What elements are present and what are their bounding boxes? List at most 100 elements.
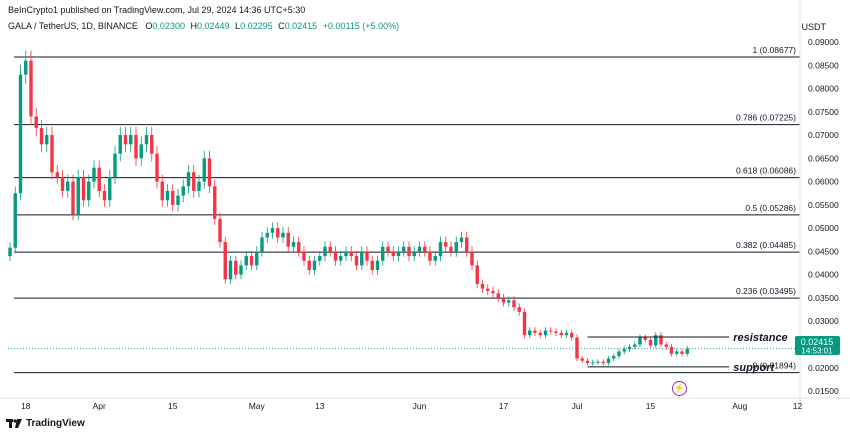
candle-body xyxy=(533,330,537,333)
candle-body xyxy=(60,176,65,191)
resistance-label: resistance xyxy=(733,332,787,344)
candle-body xyxy=(297,242,301,252)
annotations: resistance support xyxy=(587,332,788,374)
candle-body xyxy=(423,246,427,252)
candle-body xyxy=(391,251,395,257)
candle-body xyxy=(323,246,327,257)
candle-body xyxy=(407,246,411,257)
candle-body xyxy=(470,251,474,266)
candle-body xyxy=(365,251,369,261)
candle-body xyxy=(554,331,558,333)
candle-body xyxy=(155,153,159,182)
price-tick-label: 0.07500 xyxy=(808,107,839,117)
candle-body xyxy=(344,251,348,257)
candle-body xyxy=(255,251,259,266)
price-tick-label: 0.04000 xyxy=(808,270,839,280)
candles xyxy=(8,50,689,366)
candle-body xyxy=(92,167,96,182)
candle-body xyxy=(417,246,422,252)
candle-body xyxy=(501,297,506,303)
last-price-value: 0.02415 xyxy=(801,337,834,347)
candle-body xyxy=(381,246,385,261)
candle-body xyxy=(396,251,401,257)
candle-body xyxy=(412,251,416,257)
candle-body xyxy=(34,116,38,129)
candle-body xyxy=(370,260,374,271)
last-price-tag: 0.02415 14:53:01 xyxy=(795,336,840,356)
time-tick-label: 12 xyxy=(793,401,803,411)
time-axis[interactable]: 18 Apr 15 May 13 Jun 17 Jul 15 Aug 12 xyxy=(0,397,850,411)
candle-body xyxy=(622,349,626,352)
candle-body xyxy=(449,246,453,252)
candle-body xyxy=(575,337,579,359)
close-value: 0.02415 xyxy=(284,21,318,31)
candle-body xyxy=(129,135,133,145)
candle-body xyxy=(643,337,647,340)
candle-body xyxy=(543,330,548,336)
candle-body xyxy=(627,346,632,350)
fib-level-label: 0.236 (0.03495) xyxy=(736,286,796,296)
candle-body xyxy=(580,358,584,361)
price-axis[interactable]: 0.09000 0.08500 0.08000 0.07500 0.07000 0.065… xyxy=(799,0,839,412)
price-tick-label: 0.03500 xyxy=(808,293,839,303)
time-tick-label: Apr xyxy=(93,401,106,411)
low-value: 0.02295 xyxy=(240,21,273,31)
candle-body xyxy=(197,181,201,191)
candle-body xyxy=(81,176,86,201)
candle-body xyxy=(570,332,574,338)
brand-footer[interactable]: TradingView xyxy=(6,418,85,429)
fib-level-label: 0 (0.01894) xyxy=(753,361,797,371)
candle-body xyxy=(664,344,668,347)
candle-body xyxy=(659,335,663,345)
candle-body xyxy=(186,172,191,187)
candle-body xyxy=(318,256,322,261)
candle-body xyxy=(454,242,458,252)
candle-body xyxy=(354,256,359,266)
fib-level-label: 0.786 (0.07225) xyxy=(736,113,796,123)
candle-body xyxy=(496,293,500,298)
time-tick-label: 15 xyxy=(168,401,178,411)
candle-body xyxy=(328,246,332,252)
change-value: +0.00115 (+5.00%) xyxy=(322,21,400,31)
candle-body xyxy=(486,288,490,291)
candle-body xyxy=(675,351,679,354)
candle-body xyxy=(192,172,196,191)
candle-body xyxy=(612,356,616,359)
candle-body xyxy=(202,158,206,182)
time-tick-label: Jul xyxy=(572,401,583,411)
candle-body xyxy=(260,237,264,252)
tradingview-logo-icon xyxy=(6,419,22,428)
candle-body xyxy=(312,260,317,271)
fib-level-label: 0.382 (0.04485) xyxy=(736,240,796,250)
price-tick-label: 0.06500 xyxy=(808,153,839,163)
candle-body xyxy=(465,237,469,252)
candle-body xyxy=(286,232,290,247)
candle-body xyxy=(223,242,227,280)
candle-body xyxy=(601,361,605,364)
candle-body xyxy=(76,176,80,215)
lightning-icon[interactable]: ⚡ xyxy=(672,381,687,396)
candle-body xyxy=(349,251,353,257)
candle-body xyxy=(559,332,563,336)
candle-body xyxy=(339,256,343,261)
candle-body xyxy=(648,339,653,346)
open-label: O xyxy=(145,21,153,31)
time-tick-label: 13 xyxy=(315,401,325,411)
fib-level-label: 0.618 (0.06086) xyxy=(736,166,796,176)
symbol-name[interactable]: GALA / TetherUS, 1D, BINANCE xyxy=(8,21,138,31)
candle-body xyxy=(213,186,217,219)
candle-body xyxy=(438,242,443,257)
candle-body xyxy=(24,60,28,75)
candle-body xyxy=(606,358,611,364)
candle-body xyxy=(307,260,311,271)
candle-body xyxy=(549,330,553,332)
candle-body xyxy=(475,265,479,284)
price-tick-label: 0.08500 xyxy=(808,60,839,70)
candle-body xyxy=(29,60,33,117)
candle-body xyxy=(654,335,658,346)
close-label: C xyxy=(278,21,285,31)
candle-body xyxy=(228,260,233,280)
price-tick-label: 0.06000 xyxy=(808,177,839,187)
high-label: H xyxy=(190,21,197,31)
